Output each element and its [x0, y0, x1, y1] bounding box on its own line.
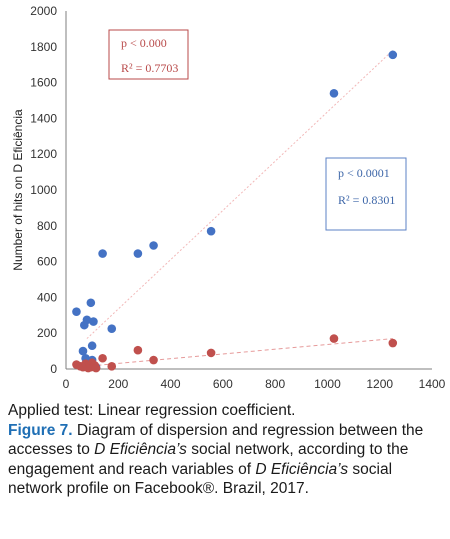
annotation-blue-p: p < 0.0001: [338, 166, 390, 180]
caption-text-1: Diagram of dispersion and regression bet…: [8, 421, 424, 459]
regression-lines: [76, 50, 394, 368]
x-tick-label: 800: [265, 377, 285, 391]
y-tick-label: 1800: [30, 40, 57, 54]
y-tick-label: 2000: [30, 4, 57, 18]
data-point: [91, 363, 101, 373]
data-point: [87, 341, 97, 351]
figure-label: Figure 7.: [8, 421, 73, 439]
annotation-box-red-border: [108, 29, 189, 80]
x-tick-label: 600: [213, 377, 233, 391]
annotation-blue-r2: R² = 0.8301: [338, 193, 395, 207]
data-point: [82, 315, 92, 325]
applied-test-note: Applied test: Linear regression coeffici…: [8, 402, 296, 419]
y-tick-label: 1600: [30, 76, 57, 90]
y-tick-labels: 0 200 400 600 800 1000 1200 1400 1600 1800 2000: [30, 4, 57, 376]
data-point: [206, 226, 216, 236]
data-point: [388, 50, 398, 60]
data-point: [149, 355, 158, 365]
data-point: [133, 345, 143, 355]
data-point: [329, 89, 339, 98]
regression-line-1: [76, 338, 393, 368]
y-tick-label: 400: [37, 290, 57, 304]
data-point: [388, 338, 398, 348]
caption-text-2: social network, according to the engagem…: [8, 441, 409, 478]
annotation-red-p: p < 0.000: [121, 36, 167, 50]
data-point: [78, 346, 88, 356]
data-point: [329, 334, 339, 343]
annotation-red-r2: R² = 0.7703: [121, 61, 178, 75]
annotation-box-red: p < 0.000 R² = 0.7703: [108, 29, 189, 80]
x-tick-label: 400: [161, 377, 181, 391]
annotation-box-blue: p < 0.0001 R² = 0.8301: [325, 157, 407, 231]
data-point: [72, 307, 81, 317]
axes: [65, 11, 432, 370]
data-point: [98, 249, 107, 258]
caption-italic-1: D Eficiência’s: [94, 441, 187, 458]
y-tick-label: 800: [37, 219, 57, 233]
caption-italic-2: D Eficiência’s: [255, 460, 349, 478]
y-tick-label: 1000: [30, 183, 57, 197]
chart-svg: 0 200 400 600 800 1000 1200 1400 0 200 400 600 800 1…: [11, 4, 446, 391]
annotation-box-blue-border: [325, 157, 407, 231]
data-point: [89, 317, 98, 326]
figure-caption: Applied test: Linear regression coeffici…: [8, 401, 444, 499]
data-point: [107, 324, 117, 334]
x-tick-labels: 0 200 400 600 800 1000 1200 1400: [63, 377, 446, 391]
y-tick-label: 1400: [30, 111, 57, 125]
data-points: [72, 50, 398, 373]
y-tick-label: 600: [37, 255, 57, 269]
caption-text-3: social network profile on Facebook®. Bra…: [8, 460, 393, 498]
y-tick-label: 200: [37, 326, 57, 340]
x-tick-label: 1200: [366, 377, 393, 391]
data-point: [149, 241, 158, 250]
scatter-chart: 0 200 400 600 800 1000 1200 1400 0 200 400 600 800 1…: [11, 4, 446, 391]
data-point: [98, 353, 107, 363]
y-axis-label: Number of hits on D Eficiência: [11, 109, 25, 271]
x-tick-label: 200: [108, 377, 128, 391]
data-point: [133, 249, 143, 258]
y-tick-label: 0: [50, 362, 57, 376]
data-point: [206, 348, 216, 358]
y-tick-label: 1200: [30, 147, 57, 161]
data-point: [86, 298, 96, 308]
x-tick-label: 0: [63, 377, 70, 391]
x-tick-label: 1400: [419, 377, 446, 391]
x-tick-label: 1000: [314, 377, 341, 391]
data-point: [107, 362, 117, 371]
figure-caption-text: Figure 7. Diagram of dispersion and regr…: [8, 421, 444, 499]
